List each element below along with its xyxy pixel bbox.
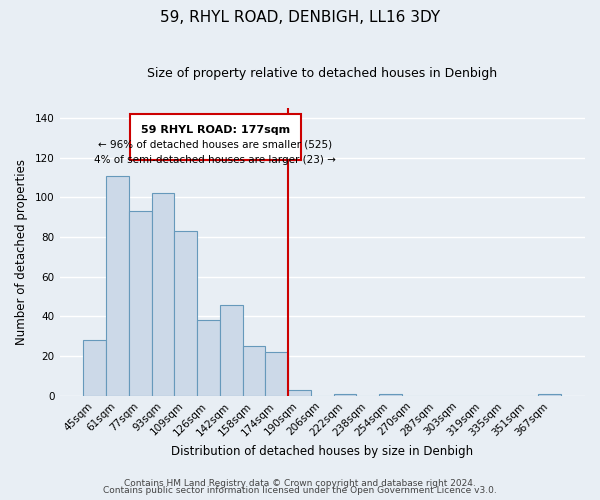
- Text: Contains public sector information licensed under the Open Government Licence v3: Contains public sector information licen…: [103, 486, 497, 495]
- Bar: [538, 394, 561, 396]
- Y-axis label: Number of detached properties: Number of detached properties: [15, 159, 28, 345]
- Text: 4% of semi-detached houses are larger (23) →: 4% of semi-detached houses are larger (2…: [94, 154, 337, 164]
- X-axis label: Distribution of detached houses by size in Denbigh: Distribution of detached houses by size …: [171, 444, 473, 458]
- Bar: [152, 194, 175, 396]
- Bar: [242, 346, 265, 396]
- Text: 59, RHYL ROAD, DENBIGH, LL16 3DY: 59, RHYL ROAD, DENBIGH, LL16 3DY: [160, 10, 440, 25]
- Bar: [265, 352, 288, 396]
- Bar: [175, 231, 197, 396]
- Bar: [288, 390, 311, 396]
- Bar: [129, 212, 152, 396]
- Title: Size of property relative to detached houses in Denbigh: Size of property relative to detached ho…: [147, 68, 497, 80]
- Bar: [379, 394, 402, 396]
- Text: 59 RHYL ROAD: 177sqm: 59 RHYL ROAD: 177sqm: [141, 125, 290, 135]
- Bar: [197, 320, 220, 396]
- Bar: [83, 340, 106, 396]
- Bar: [106, 176, 129, 396]
- Bar: [220, 304, 242, 396]
- Text: Contains HM Land Registry data © Crown copyright and database right 2024.: Contains HM Land Registry data © Crown c…: [124, 478, 476, 488]
- Bar: [334, 394, 356, 396]
- FancyBboxPatch shape: [130, 114, 301, 160]
- Text: ← 96% of detached houses are smaller (525): ← 96% of detached houses are smaller (52…: [98, 140, 332, 150]
